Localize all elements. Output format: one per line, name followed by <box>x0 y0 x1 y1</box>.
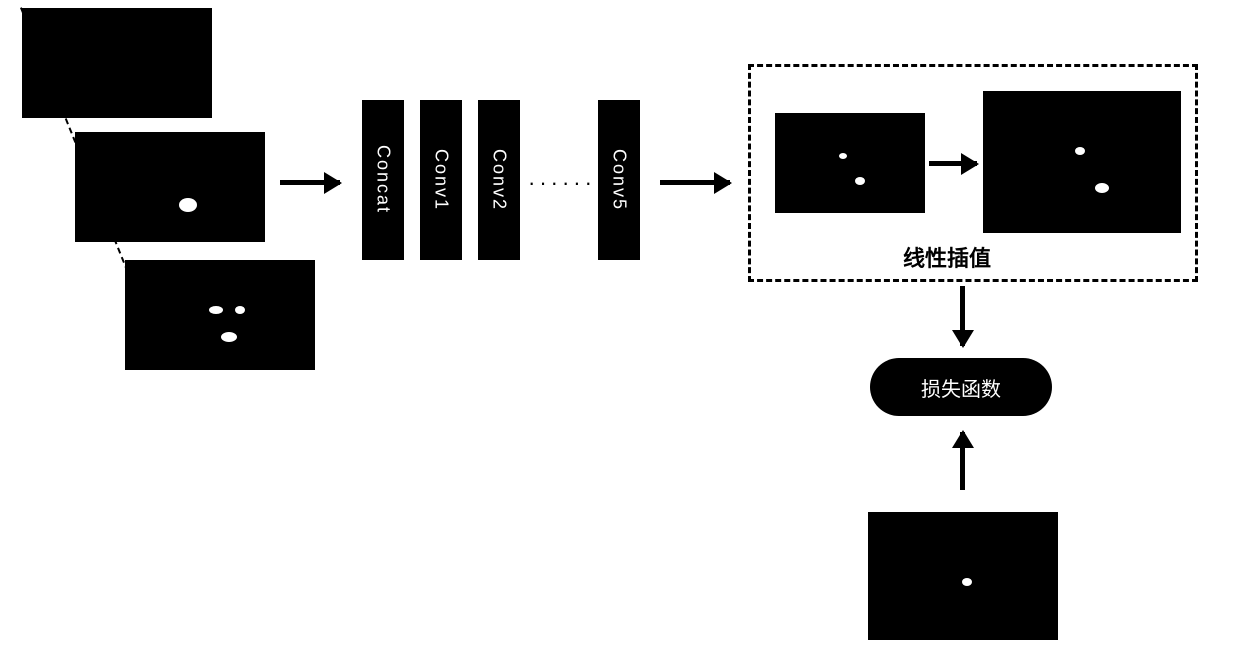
feature-blob <box>1095 183 1109 193</box>
loss-node: 损失函数 <box>870 358 1052 416</box>
feature-blob <box>855 177 865 185</box>
layer-conv5: Conv5 <box>598 100 640 260</box>
layer-label: Concat <box>373 145 394 214</box>
loss-label: 损失函数 <box>921 373 1001 402</box>
input-image-1 <box>22 8 212 118</box>
interp-small-map <box>775 113 925 213</box>
ground-truth-map <box>868 512 1058 640</box>
layer-conv1: Conv1 <box>420 100 462 260</box>
arrow-gt-to-loss <box>960 432 965 490</box>
arrow-interp-internal <box>929 161 977 166</box>
layer-conv2: Conv2 <box>478 100 520 260</box>
feature-blob <box>209 306 223 314</box>
feature-blob <box>839 153 847 159</box>
layer-label: Conv5 <box>609 149 630 211</box>
arrow-interp-to-loss <box>960 286 965 346</box>
input-image-3 <box>125 260 315 370</box>
diagram-canvas: Concat Conv1 Conv2 ······ Conv5 线性插值 损失函… <box>0 0 1240 666</box>
input-image-2 <box>75 132 265 242</box>
layer-concat: Concat <box>362 100 404 260</box>
arrow-input-to-concat <box>280 180 340 185</box>
layer-label: Conv1 <box>431 149 452 211</box>
interp-label: 线性插值 <box>903 241 991 273</box>
feature-blob <box>179 198 197 212</box>
layer-ellipsis: ······ <box>528 170 596 196</box>
feature-blob <box>962 578 972 586</box>
interp-frame: 线性插值 <box>748 64 1198 282</box>
arrow-conv-to-interp <box>660 180 730 185</box>
feature-blob <box>221 332 237 342</box>
interp-large-map <box>983 91 1181 233</box>
layer-label: Conv2 <box>489 149 510 211</box>
feature-blob <box>1075 147 1085 155</box>
feature-blob <box>235 306 245 314</box>
